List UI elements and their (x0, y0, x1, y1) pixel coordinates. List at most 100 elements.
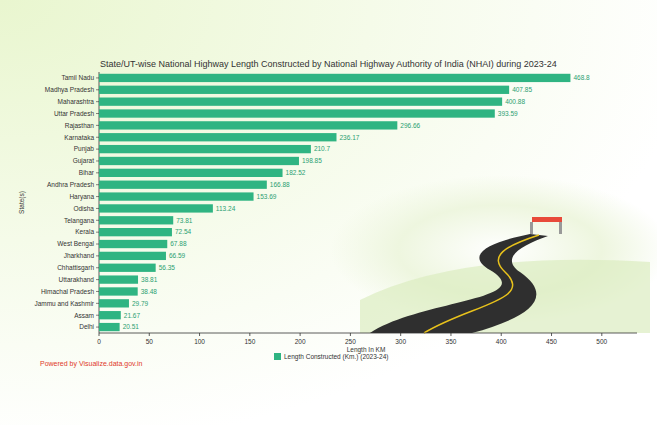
legend-label: Length Constructed (Km.) (2023-24) (284, 353, 388, 361)
category-label: Haryana (69, 193, 94, 201)
y-axis-label: State(s) (18, 191, 26, 214)
category-label: Maharashtra (58, 98, 95, 105)
x-tick (350, 333, 351, 336)
x-axis (99, 333, 637, 334)
data-label: 153.69 (257, 193, 277, 200)
data-label: 407.85 (512, 86, 532, 93)
bar (99, 287, 138, 295)
data-label: 296.66 (400, 122, 420, 129)
category-label: Chhattisgarh (57, 264, 94, 272)
x-tick-label: 150 (244, 338, 255, 345)
road (370, 234, 548, 333)
bars (99, 74, 570, 331)
bar (99, 109, 495, 117)
category-label: Jammu and Kashmir (34, 300, 94, 307)
x-tick-label: 100 (194, 338, 205, 345)
y-tick (96, 327, 99, 328)
y-tick (96, 149, 99, 150)
category-label: Gujarat (73, 157, 95, 165)
bar (99, 216, 173, 224)
x-tick (249, 333, 250, 336)
bar (99, 169, 283, 177)
data-label: 393.59 (498, 110, 518, 117)
y-tick (96, 160, 99, 161)
category-label: Madhya Pradesh (45, 86, 95, 94)
y-tick (96, 77, 99, 78)
bar (99, 133, 336, 141)
legend-swatch (274, 353, 281, 360)
barrier-post (530, 222, 533, 234)
x-tick-label: 350 (446, 338, 457, 345)
y-tick (96, 137, 99, 138)
data-label: 468.8 (573, 74, 590, 81)
source: Powered by Visualize.data.gov.in (40, 360, 143, 368)
barrier (532, 217, 562, 222)
data-label: 56.35 (159, 264, 176, 271)
data-label: 38.81 (141, 276, 158, 283)
data-label: 73.81 (176, 217, 193, 224)
category-label: Karnataka (64, 134, 94, 141)
x-tick (199, 333, 200, 336)
data-label: 21.67 (124, 312, 141, 319)
x-tick (149, 333, 150, 336)
category-label: Odisha (73, 205, 94, 212)
category-label: Uttar Pradesh (54, 110, 94, 117)
data-label: 29.79 (132, 300, 149, 307)
bar (99, 204, 213, 212)
y-tick (96, 184, 99, 185)
bar (99, 323, 120, 331)
x-tick-label: 400 (496, 338, 507, 345)
x-tick-label: 450 (546, 338, 557, 345)
data-label: 182.52 (286, 169, 306, 176)
x-tick (99, 333, 100, 336)
x-tick (450, 333, 451, 336)
y-tick (96, 315, 99, 316)
bar (99, 86, 509, 94)
y-tick (96, 113, 99, 114)
x-tick-label: 50 (146, 338, 154, 345)
category-label: Rajasthan (65, 122, 95, 130)
bar (99, 98, 502, 106)
y-tick (96, 303, 99, 304)
bar (99, 145, 311, 153)
data-label: 198.85 (302, 157, 322, 164)
data-label: 400.88 (505, 98, 525, 105)
data-label: 66.59 (169, 252, 186, 259)
x-tick (551, 333, 552, 336)
category-label: Himachal Pradesh (41, 288, 94, 295)
data-label: 166.88 (270, 181, 290, 188)
y-tick (96, 279, 99, 280)
bar (99, 252, 166, 260)
data-label: 38.48 (141, 288, 158, 295)
title: State/UT-wise National Highway Length Co… (100, 59, 557, 69)
bar (99, 192, 254, 200)
x-tick (300, 333, 301, 336)
data-label: 113.24 (216, 205, 236, 212)
y-tick (96, 291, 99, 292)
category-label: Punjab (74, 145, 95, 153)
x-tick-label: 250 (345, 338, 356, 345)
x-tick-label: 200 (295, 338, 306, 345)
bar (99, 275, 138, 283)
road-line (424, 235, 539, 333)
y-tick (96, 255, 99, 256)
road-illustration (330, 175, 657, 333)
bar (99, 74, 570, 82)
y-tick (96, 267, 99, 268)
barrier-post (559, 222, 562, 234)
x-tick-label: 300 (395, 338, 406, 345)
bar (99, 228, 172, 236)
bar (99, 311, 121, 319)
category-label: West Bengal (57, 240, 94, 248)
x-tick (601, 333, 602, 336)
data-label: 20.51 (123, 323, 140, 330)
category-label: Telangana (64, 217, 94, 225)
y-tick (96, 220, 99, 221)
data-label: 210.7 (314, 145, 331, 152)
category-label: Uttarakhand (59, 276, 95, 283)
category-label: Jharkhand (64, 252, 95, 259)
category-label: Assam (74, 312, 94, 319)
y-tick (96, 89, 99, 90)
data-label: 72.54 (175, 228, 192, 235)
y-tick (96, 172, 99, 173)
